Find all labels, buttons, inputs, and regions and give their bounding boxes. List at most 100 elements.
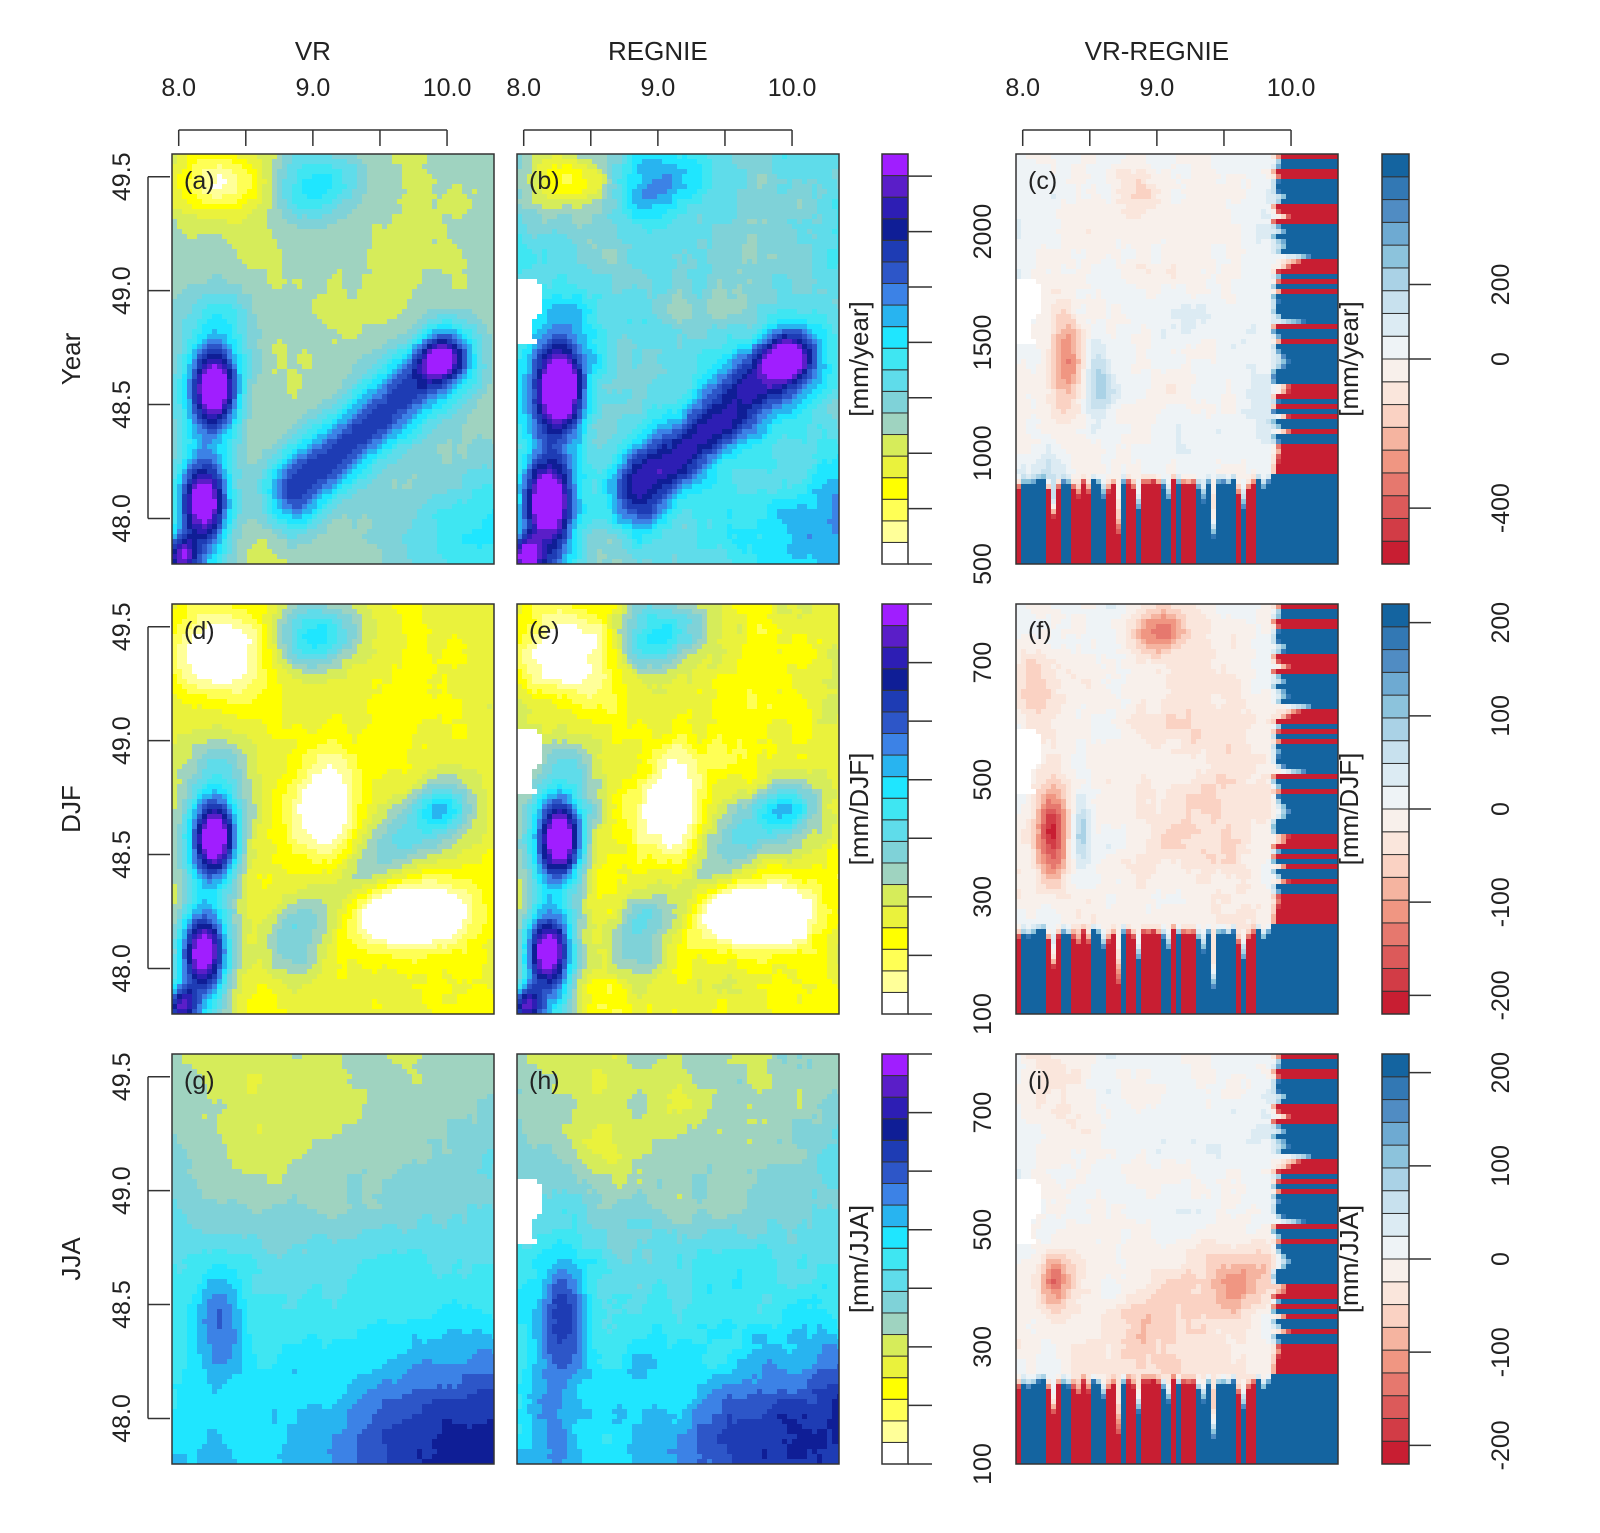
map-cell — [307, 179, 312, 184]
map-cell — [232, 189, 237, 194]
map-cell — [457, 194, 462, 199]
map-cell — [467, 194, 472, 199]
map-cell — [347, 194, 352, 199]
map-cell — [397, 169, 402, 174]
map-cell — [332, 199, 337, 204]
map-cell — [252, 224, 257, 229]
map-cell — [477, 214, 482, 219]
map-cell — [272, 224, 277, 229]
map-cell — [412, 159, 417, 164]
map-cell — [332, 209, 337, 214]
map-cell — [242, 209, 247, 214]
map-cell — [447, 179, 452, 184]
map-cell — [317, 159, 322, 164]
map-cell — [267, 154, 272, 159]
map-cell — [322, 184, 327, 189]
map-cell — [352, 219, 357, 224]
map-cell — [352, 184, 357, 189]
map-cell — [182, 214, 187, 219]
map-cell — [277, 219, 282, 224]
map-cell — [337, 194, 342, 199]
map-cell — [332, 194, 337, 199]
map-cell — [387, 189, 392, 194]
map-cell — [377, 174, 382, 179]
map-cell — [307, 189, 312, 194]
map-cell — [462, 154, 467, 159]
map-cell — [327, 154, 332, 159]
map-cell — [232, 179, 237, 184]
map-cell — [297, 159, 302, 164]
map-cell — [447, 199, 452, 204]
map-cell — [357, 174, 362, 179]
map-cell — [407, 214, 412, 219]
map-cell — [187, 159, 192, 164]
map-cell — [342, 174, 347, 179]
map-cell — [407, 174, 412, 179]
map-cell — [472, 174, 477, 179]
map-cell — [287, 179, 292, 184]
map-cell — [312, 164, 317, 169]
map-cell — [237, 209, 242, 214]
map-cell — [387, 184, 392, 189]
map-cell — [177, 214, 182, 219]
map-cell — [262, 159, 267, 164]
map-cell — [457, 154, 462, 159]
map-cell — [362, 204, 367, 209]
map-cell — [422, 219, 427, 224]
map-cell — [392, 204, 397, 209]
map-cell — [237, 189, 242, 194]
map-cell — [327, 164, 332, 169]
map-cell — [227, 174, 232, 179]
map-cell — [287, 164, 292, 169]
map-cell — [362, 179, 367, 184]
map-cell — [312, 174, 317, 179]
map-cell — [472, 189, 477, 194]
map-cell — [207, 219, 212, 224]
map-cell — [452, 209, 457, 214]
map-cell — [312, 189, 317, 194]
map-cell — [437, 154, 442, 159]
map-cell — [332, 154, 337, 159]
map-cell — [487, 169, 492, 174]
map-cell — [267, 174, 272, 179]
map-cell — [232, 184, 237, 189]
map-cell — [282, 194, 287, 199]
map-cell — [452, 174, 457, 179]
map-cell — [417, 184, 422, 189]
map-cell — [402, 154, 407, 159]
map-cell — [352, 199, 357, 204]
map-cell — [372, 224, 377, 229]
map-cell — [302, 174, 307, 179]
map-cell — [267, 189, 272, 194]
map-cell — [367, 189, 372, 194]
map-cell — [332, 184, 337, 189]
map-cell — [237, 214, 242, 219]
map-cell — [397, 174, 402, 179]
map-cell — [452, 224, 457, 229]
map-cell — [472, 209, 477, 214]
map-cell — [327, 199, 332, 204]
map-cell — [432, 154, 437, 159]
map-cell — [242, 194, 247, 199]
map-cell — [247, 154, 252, 159]
map-cell — [362, 209, 367, 214]
map-cell — [402, 179, 407, 184]
map-cell — [487, 154, 492, 159]
map-cell — [322, 174, 327, 179]
map-cell — [237, 179, 242, 184]
map-cell — [412, 174, 417, 179]
map-cell — [177, 189, 182, 194]
map-cell — [477, 179, 482, 184]
map-cell — [397, 154, 402, 159]
map-cell — [432, 209, 437, 214]
map-cell — [232, 194, 237, 199]
map-cell — [292, 209, 297, 214]
map-cell — [392, 189, 397, 194]
map-cell — [422, 184, 427, 189]
map-cell — [262, 209, 267, 214]
map-cell — [447, 209, 452, 214]
map-cell — [467, 174, 472, 179]
map-cell — [467, 219, 472, 224]
map-cell — [482, 224, 487, 229]
map-cell — [442, 164, 447, 169]
